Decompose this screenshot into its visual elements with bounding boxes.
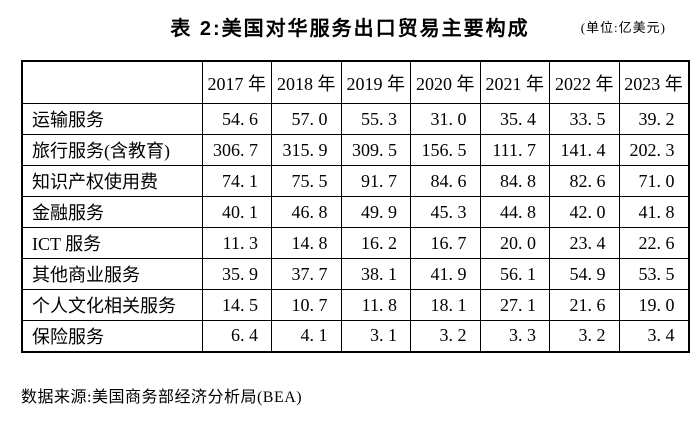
header-row: 2017 年 2018 年 2019 年 2020 年 2021 年 2022 年 2023… xyxy=(21,60,689,104)
value-cell: 27. 1 xyxy=(479,289,550,321)
value-cell: 44. 8 xyxy=(479,196,550,228)
value-cell: 3. 3 xyxy=(479,320,550,352)
value-cell: 40. 1 xyxy=(201,196,272,228)
value-cell: 56. 1 xyxy=(479,258,550,290)
value-cell: 156. 5 xyxy=(410,134,481,166)
value-cell: 74. 1 xyxy=(201,165,272,197)
page-title: 表 2:美国对华服务出口贸易主要构成 xyxy=(170,18,530,40)
value-cell: 57. 0 xyxy=(271,103,342,135)
row-label: 运输服务 xyxy=(21,103,203,135)
value-cell: 84. 6 xyxy=(410,165,481,197)
value-cell: 202. 3 xyxy=(618,134,689,166)
value-cell: 49. 9 xyxy=(340,196,411,228)
row-label: ICT 服务 xyxy=(21,227,203,259)
value-cell: 309. 5 xyxy=(340,134,411,166)
row-label: 个人文化相关服务 xyxy=(21,289,203,321)
year-column-header: 2019 年 xyxy=(340,60,411,104)
value-cell: 54. 6 xyxy=(201,103,272,135)
value-cell: 82. 6 xyxy=(549,165,620,197)
value-cell: 16. 7 xyxy=(410,227,481,259)
value-cell: 141. 4 xyxy=(549,134,620,166)
value-cell: 111. 7 xyxy=(479,134,550,166)
table-row: ICT 服务 11. 3 14. 8 16. 2 16. 7 20. 0 23. 4 22. … xyxy=(21,227,689,259)
data-source-note: 数据来源:美国商务部经济分析局(BEA) xyxy=(21,389,303,406)
value-cell: 3. 4 xyxy=(618,320,689,352)
value-cell: 14. 8 xyxy=(271,227,342,259)
value-cell: 33. 5 xyxy=(549,103,620,135)
value-cell: 21. 6 xyxy=(549,289,620,321)
value-cell: 84. 8 xyxy=(479,165,550,197)
value-cell: 16. 2 xyxy=(340,227,411,259)
value-cell: 306. 7 xyxy=(201,134,272,166)
row-label: 知识产权使用费 xyxy=(21,165,203,197)
value-cell: 41. 9 xyxy=(410,258,481,290)
value-cell: 22. 6 xyxy=(618,227,689,259)
table-row: 其他商业服务 35. 9 37. 7 38. 1 41. 9 56. 1 54. 9 53. … xyxy=(21,258,689,290)
value-cell: 3. 2 xyxy=(410,320,481,352)
table-row: 个人文化相关服务 14. 5 10. 7 11. 8 18. 1 27. 1 21. 6 19… xyxy=(21,289,689,321)
value-cell: 91. 7 xyxy=(340,165,411,197)
value-cell: 11. 3 xyxy=(201,227,272,259)
value-cell: 35. 9 xyxy=(201,258,272,290)
value-cell: 11. 8 xyxy=(340,289,411,321)
value-cell: 35. 4 xyxy=(479,103,550,135)
value-cell: 46. 8 xyxy=(271,196,342,228)
value-cell: 37. 7 xyxy=(271,258,342,290)
value-cell: 4. 1 xyxy=(271,320,342,352)
year-column-header: 2023 年 xyxy=(618,60,689,104)
table-row: 保险服务 6. 4 4. 1 3. 1 3. 2 3. 3 3. 2 3. 4 xyxy=(21,320,689,352)
value-cell: 18. 1 xyxy=(410,289,481,321)
year-column-header: 2018 年 xyxy=(271,60,342,104)
value-cell: 23. 4 xyxy=(549,227,620,259)
value-cell: 71. 0 xyxy=(618,165,689,197)
title-row: 表 2:美国对华服务出口贸易主要构成 (单位:亿美元) xyxy=(0,12,700,40)
value-cell: 42. 0 xyxy=(549,196,620,228)
value-cell: 14. 5 xyxy=(201,289,272,321)
row-label: 其他商业服务 xyxy=(21,258,203,290)
value-cell: 19. 0 xyxy=(618,289,689,321)
value-cell: 54. 9 xyxy=(549,258,620,290)
value-cell: 20. 0 xyxy=(479,227,550,259)
value-cell: 38. 1 xyxy=(340,258,411,290)
value-cell: 3. 1 xyxy=(340,320,411,352)
value-cell: 55. 3 xyxy=(340,103,411,135)
value-cell: 31. 0 xyxy=(410,103,481,135)
row-label: 保险服务 xyxy=(21,320,203,352)
table-row: 运输服务 54. 6 57. 0 55. 3 31. 0 35. 4 33. 5 39. 2 xyxy=(21,103,689,135)
year-column-header: 2017 年 xyxy=(201,60,272,104)
value-cell: 75. 5 xyxy=(271,165,342,197)
table-row: 知识产权使用费 74. 1 75. 5 91. 7 84. 6 84. 8 82. 6 71.… xyxy=(21,165,689,197)
services-export-table: 2017 年 2018 年 2019 年 2020 年 2021 年 2022 年 2023… xyxy=(21,60,690,353)
value-cell: 53. 5 xyxy=(618,258,689,290)
table-row: 金融服务 40. 1 46. 8 49. 9 45. 3 44. 8 42. 0 41. 8 xyxy=(21,196,689,228)
row-label: 金融服务 xyxy=(21,196,203,228)
value-cell: 41. 8 xyxy=(618,196,689,228)
value-cell: 45. 3 xyxy=(410,196,481,228)
corner-cell xyxy=(21,60,203,104)
value-cell: 10. 7 xyxy=(271,289,342,321)
value-cell: 3. 2 xyxy=(549,320,620,352)
value-cell: 39. 2 xyxy=(618,103,689,135)
year-column-header: 2020 年 xyxy=(410,60,481,104)
year-column-header: 2021 年 xyxy=(479,60,550,104)
year-column-header: 2022 年 xyxy=(549,60,620,104)
value-cell: 315. 9 xyxy=(271,134,342,166)
row-label: 旅行服务(含教育) xyxy=(21,134,203,166)
unit-note: (单位:亿美元) xyxy=(580,20,666,35)
value-cell: 6. 4 xyxy=(201,320,272,352)
